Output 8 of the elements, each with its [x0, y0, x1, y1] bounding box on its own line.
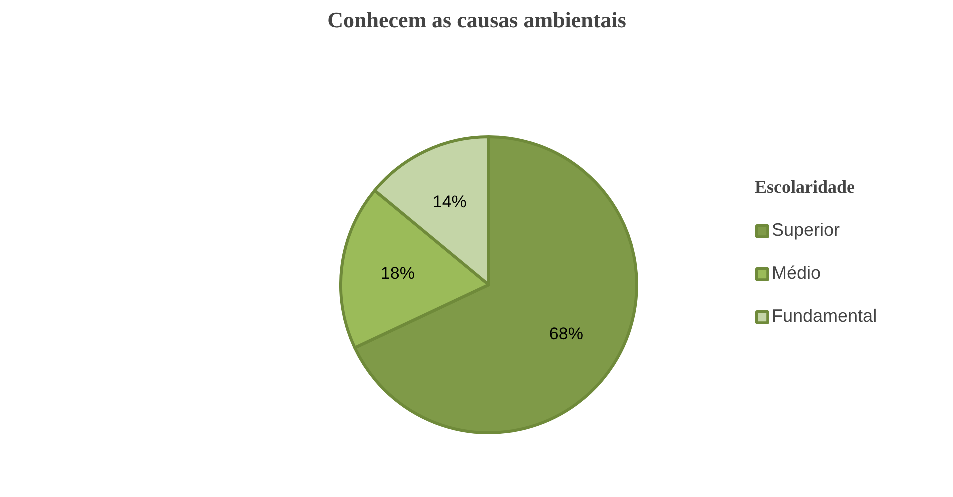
- legend-label: Médio: [772, 263, 822, 284]
- legend-label: Fundamental: [772, 306, 878, 327]
- data-label: 18%: [380, 264, 415, 283]
- legend-title: Escolaridade: [755, 177, 856, 198]
- chart-title: Conhecem as causas ambientais: [328, 8, 627, 32]
- data-label: 14%: [432, 192, 467, 212]
- data-label: 68%: [549, 324, 584, 344]
- legend-label: Superior: [772, 220, 840, 241]
